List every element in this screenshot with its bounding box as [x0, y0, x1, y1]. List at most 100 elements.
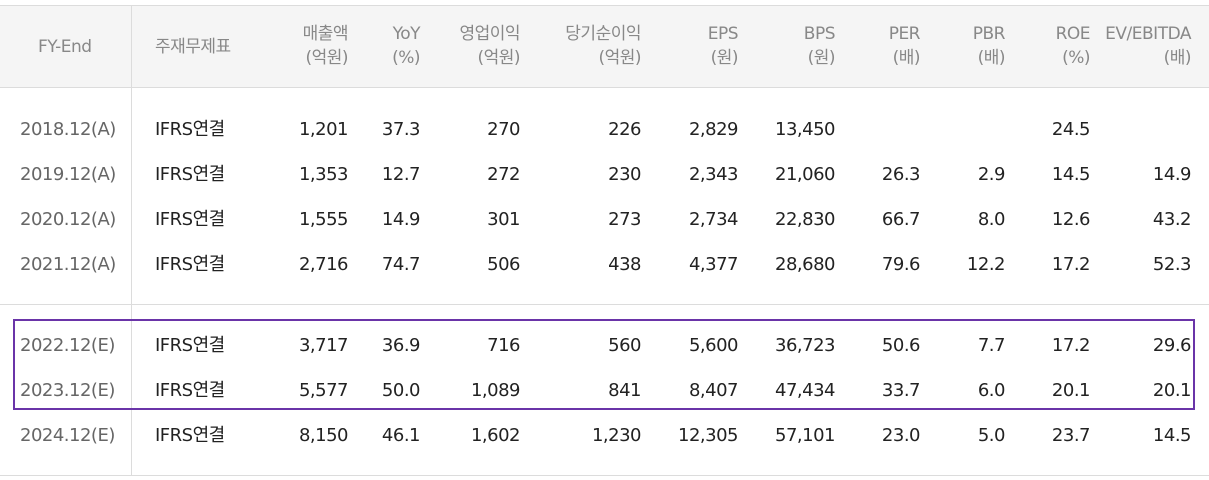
- header-unit: (원): [710, 48, 739, 68]
- cell-bps: 13,450: [775, 119, 835, 140]
- cell-eps: 5,600: [688, 335, 739, 356]
- cell-ev-ebitda: 14.9: [1152, 164, 1192, 185]
- cell-operating-profit: 1,602: [470, 425, 521, 446]
- header-statement-type: 주재무제표: [155, 35, 231, 59]
- cell-statement-type: IFRS연결: [155, 425, 225, 446]
- header-per: PER (배): [888, 22, 921, 70]
- cell-eps: 2,343: [688, 164, 739, 185]
- cell-pbr: 12.2: [966, 254, 1006, 275]
- cell-operating-profit: 301: [487, 209, 520, 230]
- cell-eps: 2,829: [688, 119, 739, 140]
- table-top-border: [0, 5, 1209, 6]
- cell-revenue: 1,353: [298, 164, 349, 185]
- header-unit: (원): [807, 48, 836, 68]
- cell-ev-ebitda: 52.3: [1152, 254, 1192, 275]
- cell-pbr: 7.7: [977, 335, 1006, 356]
- header-bps: BPS (원): [803, 22, 836, 70]
- header-unit: (억원): [477, 48, 520, 68]
- header-unit: (배): [892, 48, 921, 68]
- cell-roe: 14.5: [1051, 164, 1091, 185]
- cell-yoy: 36.9: [381, 335, 421, 356]
- header-yoy: YoY (%): [392, 22, 420, 70]
- cell-eps: 12,305: [678, 425, 738, 446]
- header-label: PER: [888, 24, 921, 44]
- cell-operating-profit: 270: [487, 119, 520, 140]
- cell-bps: 22,830: [775, 209, 835, 230]
- cell-net-income: 226: [608, 119, 641, 140]
- cell-yoy: 74.7: [381, 254, 421, 275]
- table-bottom-border: [0, 475, 1209, 476]
- cell-ev-ebitda: 20.1: [1152, 380, 1192, 401]
- header-label: EV/EBITDA: [1105, 24, 1191, 44]
- cell-bps: 36,723: [775, 335, 835, 356]
- cell-bps: 47,434: [775, 380, 835, 401]
- cell-net-income: 841: [608, 380, 641, 401]
- table-header-background: [0, 5, 1209, 87]
- cell-pbr: 5.0: [977, 425, 1006, 446]
- header-bottom-border: [0, 87, 1209, 88]
- actual-estimate-divider: [0, 304, 1209, 305]
- cell-roe: 23.7: [1051, 425, 1091, 446]
- cell-revenue: 3,717: [298, 335, 349, 356]
- header-net-income: 당기순이익 (억원): [565, 22, 641, 70]
- header-label: 당기순이익: [565, 24, 641, 44]
- estimate-highlight-box: [13, 319, 1195, 410]
- cell-roe: 17.2: [1051, 254, 1091, 275]
- header-label: BPS: [803, 24, 836, 44]
- cell-fy-end: 2024.12(E): [20, 425, 115, 446]
- cell-yoy: 14.9: [381, 209, 421, 230]
- cell-revenue: 1,201: [298, 119, 349, 140]
- cell-roe: 24.5: [1051, 119, 1091, 140]
- cell-operating-profit: 506: [487, 254, 520, 275]
- cell-fy-end: 2019.12(A): [20, 164, 116, 185]
- header-unit: (배): [977, 48, 1006, 68]
- cell-revenue: 1,555: [298, 209, 349, 230]
- header-unit: (억원): [598, 48, 641, 68]
- cell-net-income: 273: [608, 209, 641, 230]
- header-label: YoY: [392, 24, 421, 44]
- cell-per: 33.7: [881, 380, 921, 401]
- cell-pbr: 2.9: [977, 164, 1006, 185]
- cell-fy-end: 2020.12(A): [20, 209, 116, 230]
- header-label: ROE: [1055, 24, 1091, 44]
- cell-bps: 28,680: [775, 254, 835, 275]
- cell-roe: 20.1: [1051, 380, 1091, 401]
- cell-fy-end: 2022.12(E): [20, 335, 115, 356]
- cell-ev-ebitda: 43.2: [1152, 209, 1192, 230]
- cell-statement-type: IFRS연결: [155, 254, 225, 275]
- cell-revenue: 8,150: [298, 425, 349, 446]
- cell-statement-type: IFRS연결: [155, 335, 225, 356]
- header-unit: (%): [1062, 48, 1090, 68]
- cell-operating-profit: 716: [487, 335, 520, 356]
- header-unit: (%): [392, 48, 420, 68]
- cell-eps: 8,407: [688, 380, 739, 401]
- cell-per: 79.6: [881, 254, 921, 275]
- cell-net-income: 1,230: [591, 425, 642, 446]
- cell-pbr: 8.0: [977, 209, 1006, 230]
- cell-per: 26.3: [881, 164, 921, 185]
- header-unit: (배): [1163, 48, 1192, 68]
- header-label: 영업이익: [459, 24, 520, 44]
- header-unit: (억원): [305, 48, 348, 68]
- cell-roe: 17.2: [1051, 335, 1091, 356]
- cell-per: 50.6: [881, 335, 921, 356]
- header-label: 주재무제표: [155, 37, 231, 57]
- header-pbr: PBR (배): [973, 22, 1006, 70]
- cell-per: 23.0: [881, 425, 921, 446]
- cell-net-income: 560: [608, 335, 641, 356]
- cell-bps: 57,101: [775, 425, 835, 446]
- header-roe: ROE (%): [1055, 22, 1091, 70]
- header-eps: EPS (원): [708, 22, 739, 70]
- cell-yoy: 12.7: [381, 164, 421, 185]
- header-label: 매출액: [302, 24, 349, 44]
- cell-statement-type: IFRS연결: [155, 209, 225, 230]
- header-ev-ebitda: EV/EBITDA (배): [1105, 22, 1191, 70]
- cell-bps: 21,060: [775, 164, 835, 185]
- header-operating-profit: 영업이익 (억원): [459, 22, 520, 70]
- header-label: FY-End: [38, 37, 92, 57]
- cell-operating-profit: 1,089: [470, 380, 521, 401]
- cell-fy-end: 2021.12(A): [20, 254, 116, 275]
- column-divider: [131, 5, 132, 475]
- cell-statement-type: IFRS연결: [155, 380, 225, 401]
- header-fy-end: FY-End: [38, 35, 92, 59]
